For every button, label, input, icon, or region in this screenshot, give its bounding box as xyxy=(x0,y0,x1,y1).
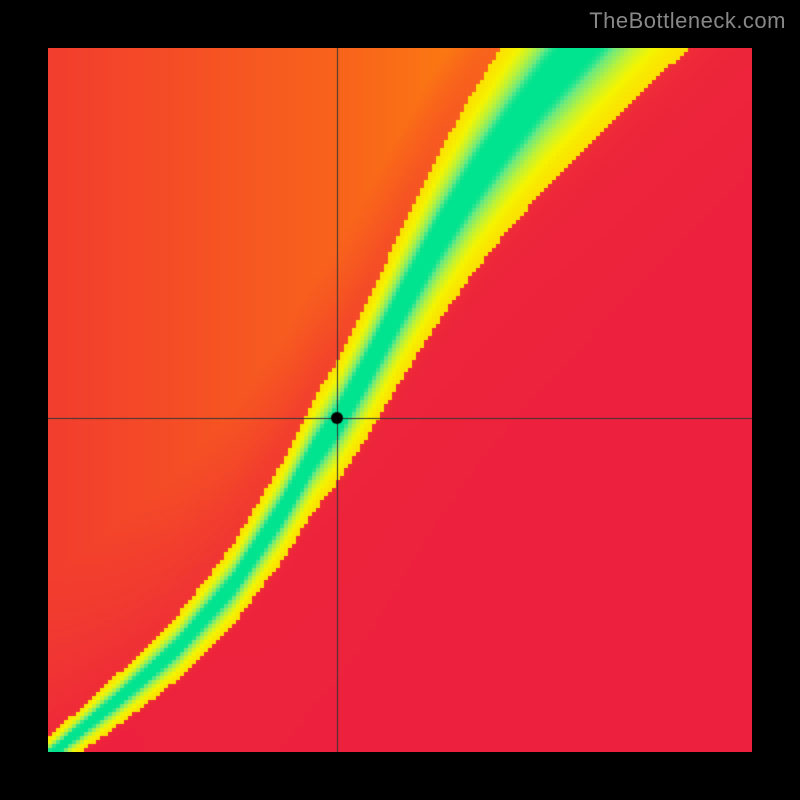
watermark-text: TheBottleneck.com xyxy=(589,8,786,34)
bottleneck-heatmap xyxy=(48,48,752,752)
heatmap-canvas xyxy=(48,48,752,752)
